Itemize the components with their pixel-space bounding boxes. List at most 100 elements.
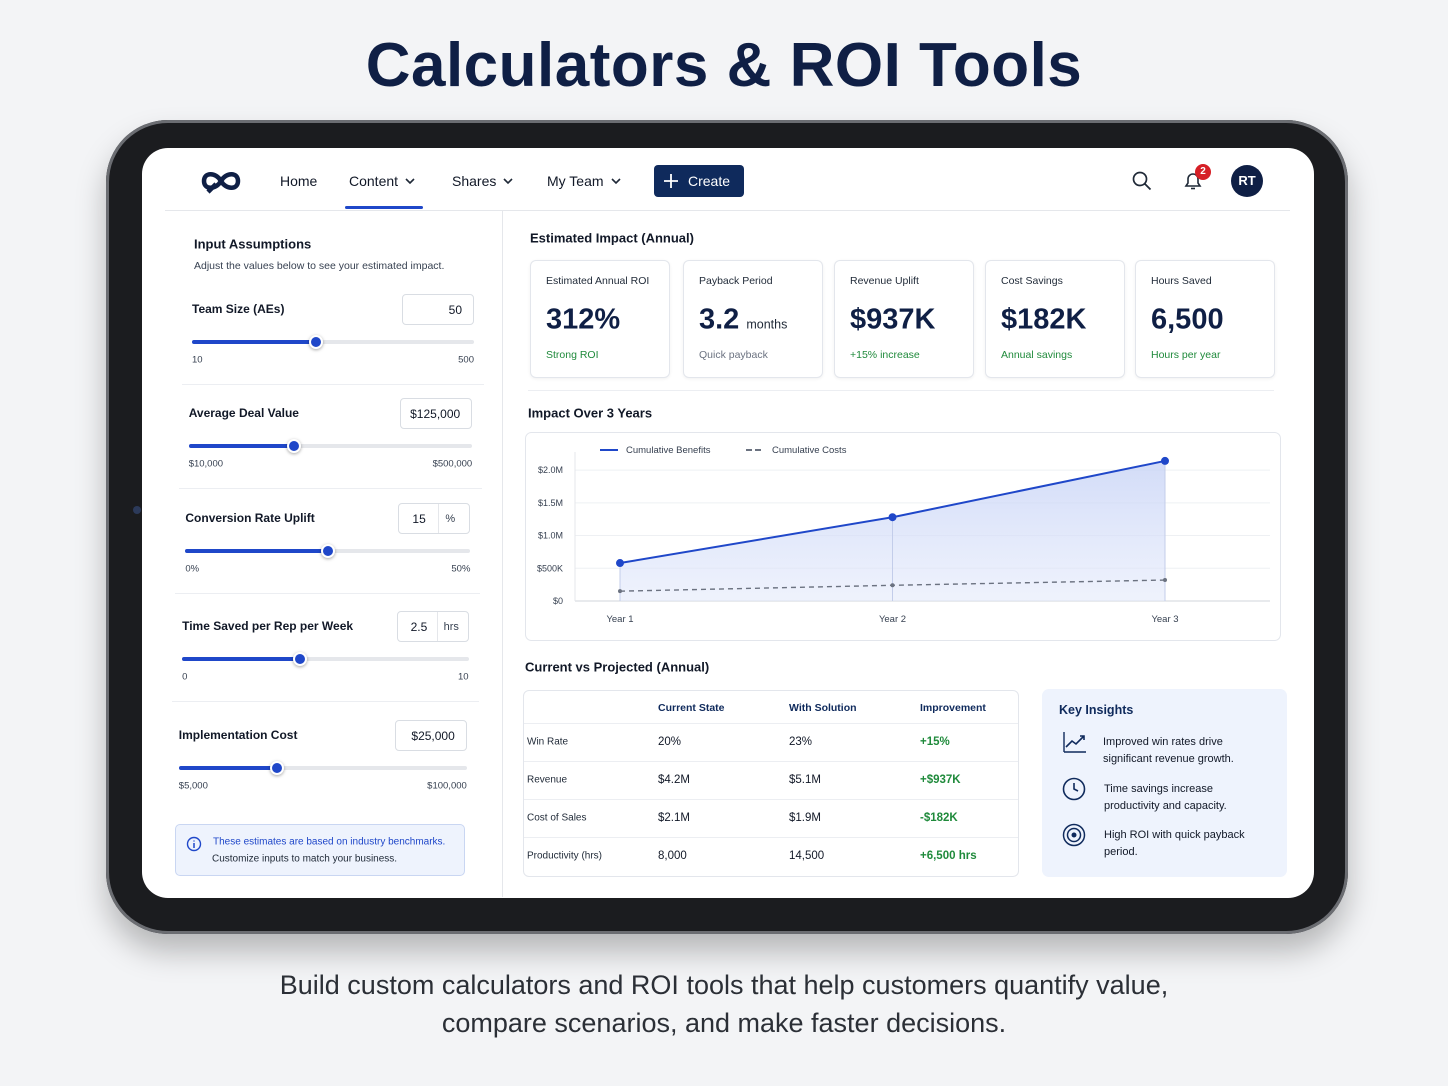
slider-max: $100,000 xyxy=(427,780,467,792)
row-separator xyxy=(524,799,1018,800)
legend-label: Cumulative Benefits xyxy=(626,445,711,456)
nav-item[interactable]: My Team xyxy=(547,173,604,189)
kpi-note: +15% increase xyxy=(850,349,920,361)
y-tick-label: $1.5M xyxy=(538,498,563,508)
panel-subtitle: Adjust the values below to see your esti… xyxy=(194,260,445,272)
bell-icon xyxy=(1184,173,1202,190)
slider-fill xyxy=(185,549,328,553)
y-tick-label: $500K xyxy=(537,563,563,573)
slider-min: 0% xyxy=(185,563,200,575)
row-separator xyxy=(524,723,1018,724)
field-input[interactable] xyxy=(402,294,474,325)
kpi-label: Payback Period xyxy=(699,275,773,287)
kpi-value: 3.2 xyxy=(699,303,740,336)
kpi-value-row: 312% xyxy=(546,304,620,337)
table-cell: +6,500 hrs xyxy=(920,850,977,862)
slider-track[interactable] xyxy=(178,766,467,770)
table-header: With Solution xyxy=(789,702,857,714)
field-value[interactable]: 15 xyxy=(412,512,426,526)
data-point xyxy=(1163,578,1167,583)
table-cell: $5.1M xyxy=(789,774,821,786)
slider-track[interactable] xyxy=(182,657,469,661)
kpi-value-row: $937K xyxy=(850,304,935,337)
kpi-note: Strong ROI xyxy=(546,349,599,361)
notification-badge: 2 xyxy=(1195,164,1211,180)
slider-max: 500 xyxy=(458,354,474,366)
field-separator xyxy=(182,384,484,385)
kpi-note: Quick payback xyxy=(699,349,768,361)
section-separator xyxy=(528,390,1274,391)
table-cell: 8,000 xyxy=(658,850,687,862)
nav-item[interactable]: Content xyxy=(349,173,399,189)
page-title: Calculators & ROI Tools xyxy=(365,31,1083,100)
field-input[interactable] xyxy=(396,611,469,642)
note-line: Customize inputs to match your business. xyxy=(212,853,398,865)
slider-handle[interactable] xyxy=(292,652,307,666)
x-tick-label: Year 2 xyxy=(879,614,906,625)
row-label: Win Rate xyxy=(527,736,569,748)
table-cell: $2.1M xyxy=(658,812,690,824)
field-value[interactable]: 50 xyxy=(448,303,462,317)
field-input[interactable] xyxy=(394,720,467,751)
line-chart: $0 $500K $1.0M $1.5M $2.0M Year 1 Year 2 Year 3… xyxy=(525,432,1281,641)
field-value[interactable]: 2.5 xyxy=(410,620,428,634)
slider-handle[interactable] xyxy=(320,544,335,558)
field-label: Implementation Cost xyxy=(178,728,298,742)
row-separator xyxy=(524,761,1018,762)
kpi-value: $182K xyxy=(1001,303,1087,336)
nav-item[interactable]: Home xyxy=(280,173,318,189)
camera xyxy=(133,506,141,514)
table-cell: -$182K xyxy=(920,812,958,824)
slider-track[interactable] xyxy=(188,444,473,448)
kpi-value-row: $182K xyxy=(1001,304,1086,337)
insights-title: Key Insights xyxy=(1059,703,1134,717)
slider-handle[interactable] xyxy=(309,335,324,349)
kpi-card xyxy=(530,260,670,378)
legend-label: Cumulative Costs xyxy=(772,445,847,456)
slider-max: 50% xyxy=(451,563,471,575)
field-value[interactable]: $125,000 xyxy=(410,407,461,421)
avatar[interactable]: RT xyxy=(1231,165,1263,197)
kpi-value: 6,500 xyxy=(1151,303,1224,336)
slider-fill xyxy=(188,444,294,448)
data-point xyxy=(888,513,897,522)
field-input[interactable] xyxy=(400,398,473,429)
slider-min: 10 xyxy=(192,354,203,366)
field-input[interactable] xyxy=(398,503,471,534)
slider-handle[interactable] xyxy=(269,761,284,775)
row-separator xyxy=(524,837,1018,838)
field-separator xyxy=(172,701,479,702)
table-box xyxy=(523,690,1019,877)
search-icon xyxy=(1132,171,1152,191)
slider-min: $10,000 xyxy=(188,458,224,470)
x-tick-label: Year 1 xyxy=(606,614,633,625)
plus-icon xyxy=(664,174,678,188)
create-label[interactable]: Create xyxy=(688,173,731,189)
data-point xyxy=(890,583,895,588)
kpi-card xyxy=(1135,260,1275,378)
data-point xyxy=(1161,456,1169,465)
table-header: Current State xyxy=(658,702,725,714)
y-tick-label: $2.0M xyxy=(538,465,563,475)
field-value[interactable]: $25,000 xyxy=(411,729,455,743)
panel-divider xyxy=(502,211,503,897)
field-unit: hrs xyxy=(443,621,459,633)
slider-fill xyxy=(178,766,277,770)
x-tick-label: Year 3 xyxy=(1151,614,1178,625)
kpi-label: Estimated Annual ROI xyxy=(546,275,650,287)
panel-title: Input Assumptions xyxy=(194,236,312,252)
slider-handle[interactable] xyxy=(286,439,301,453)
slider-track[interactable] xyxy=(192,340,474,344)
table-cell: +15% xyxy=(920,736,950,748)
note-box xyxy=(175,824,465,876)
slider-max: $500,000 xyxy=(432,458,473,470)
field-label: Time Saved per Rep per Week xyxy=(182,619,354,633)
y-tick-label: $0 xyxy=(553,596,563,606)
field-label: Conversion Rate Uplift xyxy=(185,511,315,525)
slider-min: $5,000 xyxy=(178,780,208,792)
section-title: Current vs Projected (Annual) xyxy=(525,659,710,675)
nav-chevron xyxy=(503,178,513,185)
nav-item[interactable]: Shares xyxy=(452,173,497,189)
insight-icon xyxy=(1063,732,1086,753)
